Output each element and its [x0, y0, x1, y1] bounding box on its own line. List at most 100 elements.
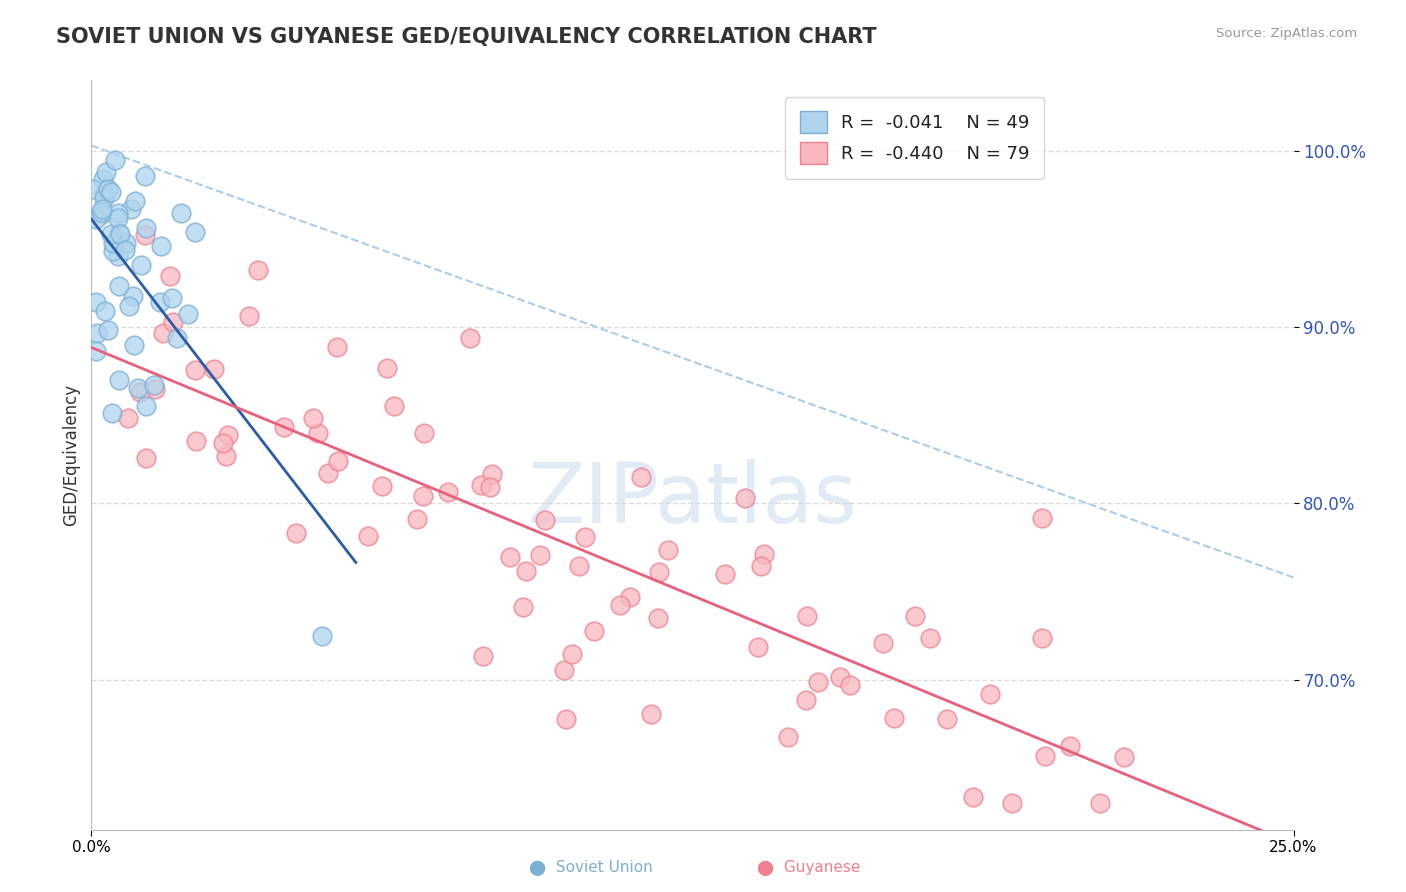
Point — [839, 678, 862, 692]
Point — [143, 378, 166, 392]
Point — [108, 279, 131, 293]
Point — [238, 310, 260, 324]
Point — [904, 608, 927, 623]
Point — [107, 211, 129, 226]
Point — [101, 244, 124, 258]
Point — [97, 182, 120, 196]
Point — [357, 528, 380, 542]
Point — [107, 226, 129, 240]
Point — [202, 361, 225, 376]
Point — [747, 640, 769, 655]
Point — [84, 294, 107, 309]
Point — [406, 511, 429, 525]
Point — [90, 205, 112, 219]
Point — [316, 466, 339, 480]
Point — [1001, 796, 1024, 810]
Point — [129, 259, 152, 273]
Point — [177, 307, 200, 321]
Point — [630, 470, 652, 484]
Point — [117, 299, 139, 313]
Point — [326, 340, 349, 354]
Point — [100, 227, 122, 241]
Point — [122, 288, 145, 302]
Point — [458, 331, 481, 345]
Point — [883, 711, 905, 725]
Point — [307, 425, 329, 440]
Point — [979, 688, 1001, 702]
Point — [648, 566, 671, 580]
Point — [561, 647, 583, 661]
Point — [91, 202, 114, 216]
Point — [529, 548, 551, 562]
Point — [515, 564, 537, 578]
Point — [413, 426, 436, 441]
Y-axis label: GED/Equivalency: GED/Equivalency — [62, 384, 80, 526]
Text: ⬤  Guyanese: ⬤ Guyanese — [756, 861, 860, 876]
Point — [124, 194, 146, 209]
Point — [568, 559, 591, 574]
Point — [184, 434, 207, 449]
Point — [794, 693, 817, 707]
Point — [135, 450, 157, 465]
Point — [512, 600, 534, 615]
Point — [647, 611, 669, 625]
Point — [152, 326, 174, 341]
Point — [657, 542, 679, 557]
Point — [285, 525, 308, 540]
Point — [134, 227, 156, 242]
Point — [96, 165, 118, 179]
Point — [1031, 632, 1053, 646]
Point — [217, 427, 239, 442]
Point — [86, 326, 108, 341]
Point — [110, 227, 132, 242]
Point — [498, 550, 520, 565]
Point — [160, 291, 183, 305]
Text: ZIPatlas: ZIPatlas — [527, 459, 858, 541]
Point — [574, 530, 596, 544]
Point — [1112, 750, 1135, 764]
Point — [1031, 510, 1053, 524]
Text: Source: ZipAtlas.com: Source: ZipAtlas.com — [1216, 27, 1357, 40]
Point — [117, 411, 139, 425]
Point — [796, 608, 818, 623]
Point — [534, 512, 557, 526]
Point — [554, 712, 576, 726]
Point — [807, 674, 830, 689]
Point — [437, 484, 460, 499]
Point — [640, 707, 662, 722]
Point — [107, 206, 129, 220]
Point — [103, 235, 125, 250]
Point — [936, 712, 959, 726]
Point — [734, 491, 756, 505]
Point — [94, 304, 117, 318]
Point — [301, 410, 323, 425]
Point — [159, 268, 181, 283]
Point — [107, 373, 129, 387]
Point — [143, 382, 166, 396]
Point — [115, 236, 138, 251]
Point — [273, 419, 295, 434]
Point — [101, 406, 124, 420]
Point — [776, 731, 799, 745]
Point — [872, 636, 894, 650]
Point — [100, 186, 122, 200]
Point — [553, 663, 575, 677]
Point — [470, 478, 492, 492]
Point — [247, 263, 270, 277]
Point — [128, 385, 150, 400]
Point — [166, 331, 188, 345]
Text: ⬤  Soviet Union: ⬤ Soviet Union — [529, 861, 652, 876]
Point — [162, 315, 184, 329]
Point — [830, 670, 852, 684]
Point — [326, 454, 349, 468]
Point — [120, 202, 142, 217]
Point — [107, 249, 129, 263]
Legend: R =  -0.041    N = 49, R =  -0.440    N = 79: R = -0.041 N = 49, R = -0.440 N = 79 — [785, 97, 1045, 178]
Point — [114, 243, 136, 257]
Point — [212, 435, 235, 450]
Point — [215, 449, 238, 463]
Point — [82, 182, 104, 196]
Point — [962, 789, 984, 804]
Point — [714, 566, 737, 581]
Point — [619, 590, 641, 604]
